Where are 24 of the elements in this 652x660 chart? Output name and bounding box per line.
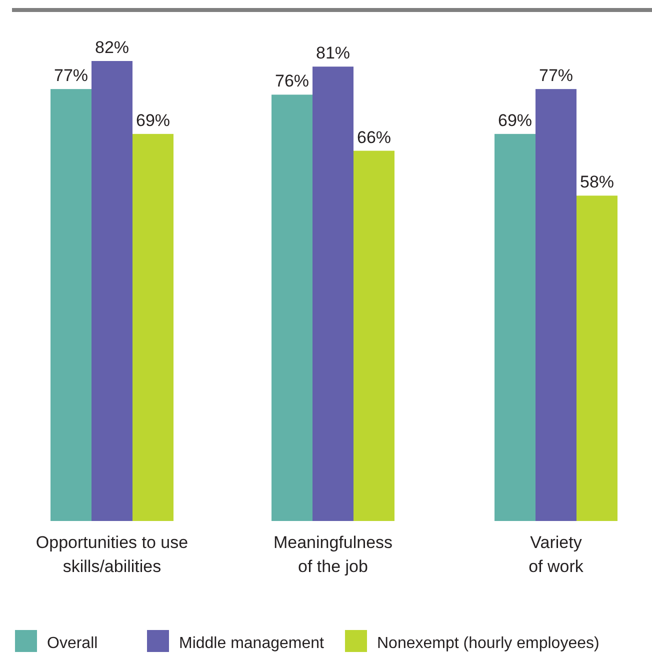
data-label: 82% <box>94 38 130 57</box>
x-tick-label: Meaningfulness of the job <box>273 533 393 576</box>
bar <box>92 61 132 521</box>
data-label: 66% <box>356 128 392 147</box>
data-label: 77% <box>54 66 88 86</box>
x-tick-label: Opportunities to use skills/abilities <box>36 533 188 576</box>
bar <box>132 134 174 521</box>
data-label: 81% <box>316 44 350 63</box>
data-label: 76% <box>274 72 310 91</box>
legend-label: Nonexempt (hourly employees) <box>377 635 600 652</box>
bar <box>272 94 312 521</box>
bar <box>494 134 536 521</box>
x-tick-label: Variety of work <box>528 533 584 576</box>
bar <box>312 66 354 521</box>
data-label: 69% <box>136 110 170 130</box>
bar <box>536 89 576 521</box>
data-label: 58% <box>580 172 614 192</box>
bar <box>50 89 92 521</box>
legend-label: Overall <box>47 635 98 652</box>
bar <box>354 150 394 521</box>
bar <box>576 196 618 521</box>
data-label: 77% <box>538 66 574 86</box>
legend-label: Middle management <box>179 635 325 652</box>
data-label: 69% <box>498 110 532 130</box>
